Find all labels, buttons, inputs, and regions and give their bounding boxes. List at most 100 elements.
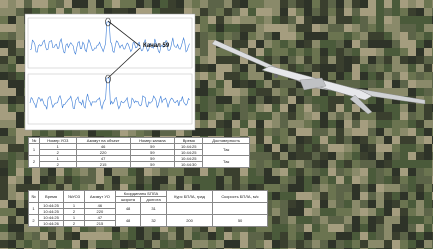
camo-cell	[352, 64, 360, 72]
camo-cell	[0, 40, 8, 48]
camo-cell	[200, 0, 208, 8]
camo-cell	[256, 176, 264, 184]
camo-cell	[240, 168, 248, 176]
camo-cell	[280, 88, 288, 96]
camo-cell	[288, 128, 296, 136]
camo-cell	[384, 104, 392, 112]
camo-cell	[256, 80, 264, 88]
camo-cell	[400, 40, 408, 48]
camo-cell	[368, 168, 376, 176]
camo-cell	[416, 160, 424, 168]
camo-cell	[16, 192, 24, 200]
camo-cell	[0, 216, 8, 224]
camo-cell	[384, 48, 392, 56]
camo-cell	[0, 136, 8, 144]
camo-cell	[224, 56, 232, 64]
camo-cell	[256, 104, 264, 112]
camo-cell	[216, 0, 224, 8]
camo-cell	[16, 232, 24, 240]
camo-cell	[0, 56, 8, 64]
camo-cell	[208, 56, 216, 64]
camo-cell	[336, 144, 344, 152]
camo-cell	[168, 232, 176, 240]
camo-cell	[400, 16, 408, 24]
camo-cell	[304, 48, 312, 56]
camo-cell	[304, 16, 312, 24]
camo-cell	[248, 48, 256, 56]
camo-cell	[368, 224, 376, 232]
camo-cell	[288, 88, 296, 96]
camo-cell	[280, 112, 288, 120]
camo-cell	[272, 96, 280, 104]
camo-cell	[8, 96, 16, 104]
camo-cell	[288, 64, 296, 72]
camo-cell	[296, 192, 304, 200]
camo-cell	[360, 240, 368, 248]
camo-cell	[416, 72, 424, 80]
camo-cell	[200, 8, 208, 16]
camo-cell	[88, 232, 96, 240]
camo-cell	[120, 176, 128, 184]
camo-cell	[296, 160, 304, 168]
camo-cell	[8, 232, 16, 240]
camo-cell	[424, 56, 432, 64]
camo-cell	[384, 64, 392, 72]
camo-cell	[376, 176, 384, 184]
camo-cell	[344, 96, 352, 104]
camo-cell	[224, 64, 232, 72]
camo-cell	[8, 144, 16, 152]
camo-cell	[408, 208, 416, 216]
camo-cell	[248, 72, 256, 80]
camo-cell	[16, 104, 24, 112]
camo-cell	[368, 0, 376, 8]
camo-cell	[216, 232, 224, 240]
camo-cell	[312, 40, 320, 48]
camo-cell	[136, 232, 144, 240]
camo-cell	[336, 208, 344, 216]
table-cell: №	[29, 191, 39, 203]
camo-cell	[288, 208, 296, 216]
camo-cell	[344, 168, 352, 176]
camo-cell	[320, 224, 328, 232]
camo-cell	[80, 168, 88, 176]
table-cell: 48	[116, 203, 141, 215]
camo-cell	[280, 168, 288, 176]
camo-cell	[272, 80, 280, 88]
camo-cell	[64, 240, 72, 248]
camo-cell	[232, 112, 240, 120]
camo-cell	[360, 32, 368, 40]
camo-cell	[328, 128, 336, 136]
camo-cell	[352, 56, 360, 64]
camo-cell	[344, 144, 352, 152]
camo-cell	[216, 56, 224, 64]
camo-cell	[248, 120, 256, 128]
camo-cell	[280, 216, 288, 224]
camo-cell	[296, 208, 304, 216]
camo-cell	[336, 16, 344, 24]
camo-cell	[280, 24, 288, 32]
camo-cell	[384, 200, 392, 208]
camo-cell	[416, 64, 424, 72]
camo-cell	[16, 144, 24, 152]
camo-cell	[144, 168, 152, 176]
camo-cell	[400, 240, 408, 248]
camo-cell	[200, 112, 208, 120]
camo-cell	[232, 80, 240, 88]
camo-cell	[208, 80, 216, 88]
camo-cell	[312, 152, 320, 160]
camo-cell	[368, 56, 376, 64]
camo-cell	[8, 208, 16, 216]
camo-cell	[192, 168, 200, 176]
camo-cell	[424, 120, 432, 128]
camo-cell	[344, 240, 352, 248]
camo-cell	[184, 176, 192, 184]
camo-cell	[104, 176, 112, 184]
camo-cell	[264, 176, 272, 184]
camo-cell	[272, 184, 280, 192]
camo-cell	[336, 184, 344, 192]
camo-cell	[424, 136, 432, 144]
camo-cell	[296, 88, 304, 96]
camo-cell	[120, 240, 128, 248]
camo-cell	[248, 40, 256, 48]
camo-cell	[408, 240, 416, 248]
